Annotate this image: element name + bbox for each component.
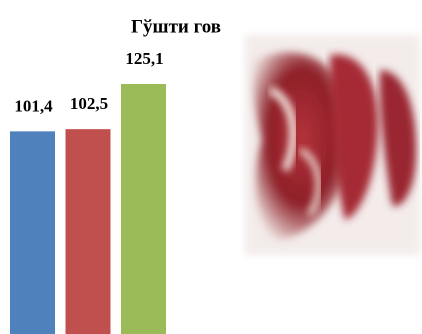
value-label: 101,4 (14, 96, 53, 115)
bar (10, 131, 55, 334)
bar (65, 129, 111, 334)
value-label: 102,5 (70, 94, 108, 113)
bar (121, 84, 166, 334)
meat-photo (245, 35, 420, 255)
chart-title: Гўшти гов (131, 16, 221, 37)
value-label: 125,1 (125, 49, 163, 68)
